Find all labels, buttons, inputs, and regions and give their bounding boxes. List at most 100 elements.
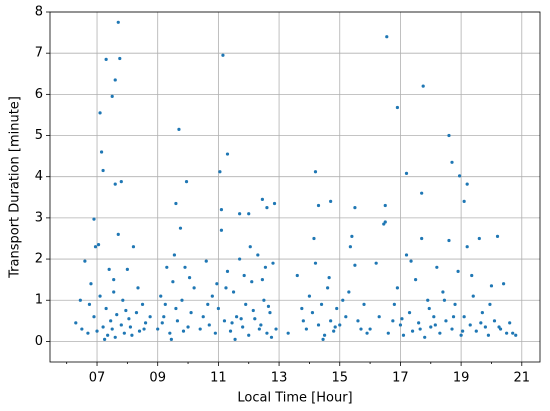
y-tick-label: 8 bbox=[35, 5, 43, 20]
point bbox=[198, 327, 202, 331]
point bbox=[143, 321, 148, 325]
points bbox=[74, 20, 518, 341]
y-tick-label: 3 bbox=[35, 210, 43, 225]
point bbox=[457, 174, 462, 178]
point bbox=[260, 197, 264, 201]
point bbox=[159, 294, 163, 298]
point bbox=[221, 53, 225, 57]
point bbox=[404, 253, 409, 257]
point bbox=[486, 333, 491, 337]
point bbox=[204, 259, 208, 263]
point bbox=[74, 321, 78, 325]
point bbox=[392, 302, 396, 306]
point bbox=[250, 280, 254, 284]
point bbox=[165, 265, 169, 269]
point bbox=[266, 304, 271, 309]
point bbox=[96, 243, 101, 247]
point bbox=[344, 315, 348, 319]
point bbox=[374, 261, 378, 265]
point bbox=[368, 327, 372, 331]
point bbox=[459, 333, 463, 337]
point bbox=[137, 329, 142, 333]
point bbox=[301, 319, 305, 323]
point bbox=[92, 217, 96, 221]
point bbox=[260, 278, 264, 282]
point bbox=[433, 323, 437, 327]
point bbox=[174, 306, 178, 311]
point bbox=[272, 201, 277, 206]
point bbox=[99, 150, 104, 154]
point bbox=[347, 290, 351, 294]
point bbox=[400, 317, 404, 321]
point bbox=[134, 310, 139, 315]
point bbox=[307, 294, 312, 298]
point bbox=[259, 323, 263, 327]
point bbox=[169, 337, 173, 341]
point bbox=[124, 308, 128, 313]
point bbox=[470, 273, 474, 278]
point bbox=[112, 290, 116, 294]
point bbox=[432, 315, 436, 319]
point bbox=[300, 306, 304, 311]
point bbox=[450, 327, 454, 331]
point bbox=[404, 171, 409, 176]
x-tick-label: 09 bbox=[149, 371, 166, 386]
point bbox=[514, 333, 518, 337]
x-axis-label: Local Time [Hour] bbox=[237, 391, 352, 406]
point bbox=[492, 319, 497, 323]
y-tick-label: 2 bbox=[35, 252, 43, 267]
point bbox=[130, 333, 134, 337]
point bbox=[175, 319, 180, 323]
point bbox=[148, 315, 152, 319]
point bbox=[98, 111, 102, 115]
point bbox=[89, 282, 93, 286]
y-axis-label: Transport Duration [minute] bbox=[8, 96, 23, 279]
point bbox=[359, 327, 363, 331]
point bbox=[189, 310, 193, 315]
point bbox=[495, 234, 500, 239]
point bbox=[86, 331, 90, 335]
point bbox=[421, 84, 425, 88]
point bbox=[274, 327, 278, 331]
point bbox=[225, 269, 230, 274]
point bbox=[156, 327, 160, 331]
point bbox=[181, 329, 186, 333]
point bbox=[456, 269, 460, 274]
point bbox=[234, 315, 239, 319]
point bbox=[395, 286, 399, 290]
point bbox=[471, 294, 475, 298]
point bbox=[184, 180, 189, 184]
point bbox=[313, 170, 318, 174]
point bbox=[131, 245, 136, 249]
point bbox=[377, 315, 381, 319]
point bbox=[103, 337, 107, 341]
point bbox=[313, 261, 318, 265]
point bbox=[269, 335, 274, 339]
point bbox=[93, 245, 98, 249]
point bbox=[489, 284, 494, 288]
point bbox=[353, 205, 357, 210]
point bbox=[183, 265, 187, 269]
point bbox=[101, 325, 105, 329]
point bbox=[230, 321, 234, 325]
point bbox=[407, 310, 412, 315]
point bbox=[206, 302, 210, 306]
point bbox=[207, 323, 211, 327]
point bbox=[338, 323, 342, 327]
point bbox=[447, 238, 451, 243]
point bbox=[295, 273, 299, 278]
point bbox=[119, 323, 123, 327]
x-tick-label: 07 bbox=[89, 371, 106, 386]
x-tick-label: 17 bbox=[392, 371, 409, 386]
point bbox=[162, 315, 166, 319]
point bbox=[224, 286, 228, 290]
point bbox=[163, 302, 167, 306]
point bbox=[216, 306, 220, 311]
point bbox=[128, 325, 133, 329]
point bbox=[497, 325, 501, 329]
point bbox=[257, 327, 261, 331]
point bbox=[233, 337, 237, 341]
point bbox=[398, 323, 403, 327]
